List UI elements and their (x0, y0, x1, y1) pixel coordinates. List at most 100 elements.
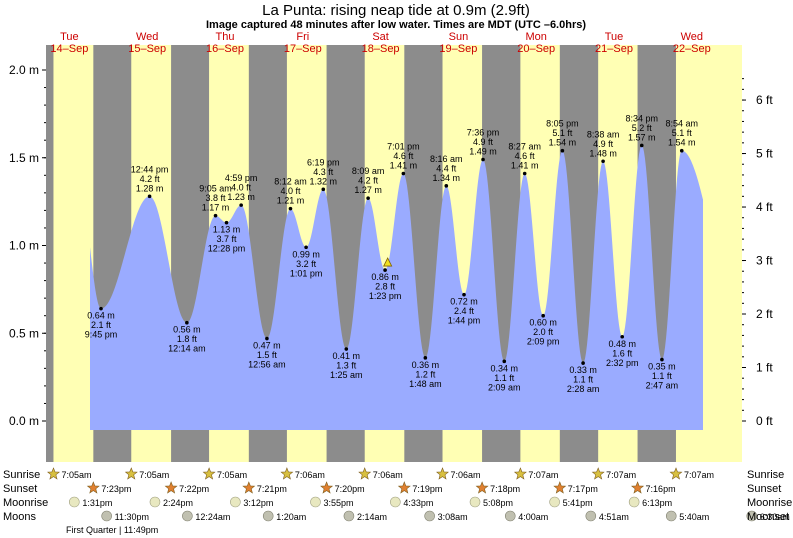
tide-m-label: 1.49 m (469, 147, 497, 157)
tide-time-label: 1:48 am (409, 379, 442, 389)
tide-point-marker (560, 148, 565, 153)
row-label-left-sunrise: Sunrise (3, 469, 40, 481)
sunset-time: 7:20pm (335, 484, 365, 494)
tide-m-label: 1.57 m (628, 132, 656, 142)
y-right-tick-label: 2 ft (756, 307, 773, 321)
day-name-label: Mon (525, 31, 546, 43)
sunrise-icon (513, 467, 527, 480)
row-label-right-sunset: Sunset (747, 483, 781, 495)
tide-time-label: 1:23 pm (369, 291, 402, 301)
tide-ft-label: 1.1 ft (652, 371, 673, 381)
moonrise-icon (149, 496, 161, 508)
moonrise-icon (469, 496, 481, 508)
tide-m-label: 1.21 m (277, 196, 305, 206)
tide-m-label: 1.28 m (136, 183, 164, 193)
y-left-tick-label: 1.5 m (9, 151, 39, 165)
tide-point-marker (304, 245, 308, 250)
day-name-label: Tue (605, 31, 624, 43)
tide-time-label: 12:28 pm (208, 244, 246, 254)
tide-time-label: 12:56 am (248, 360, 286, 370)
tide-point-marker (366, 196, 370, 200)
moonset-icon (182, 510, 193, 522)
tide-m-label: 1.34 m (433, 173, 461, 183)
y-right-tick-label: 4 ft (756, 200, 773, 214)
tide-ft-label: 1.3 ft (336, 361, 357, 371)
day-date-label: 22–Sep (673, 43, 711, 55)
tide-m-label: 0.60 m (529, 318, 557, 328)
axes: 2.0 m 1.5 m 1.0 m 0.5 m 0.0 m 6 ft 5 ft 4 ft 3 f… (9, 63, 773, 428)
tide-m-label: 0.34 m (491, 363, 519, 373)
sunrise-time: 7:06am (373, 470, 403, 480)
tide-area (90, 145, 703, 430)
tide-m-label: 0.56 m (173, 325, 201, 335)
moonrise-time: 2:24pm (163, 498, 193, 508)
tide-m-label: 1.41 m (511, 161, 539, 171)
tide-time-label: 8:09 am (352, 166, 385, 176)
tide-point-marker (185, 320, 189, 325)
moonrise-icon (390, 496, 401, 508)
sunset-icon (242, 481, 256, 494)
tide-point-marker (344, 347, 349, 351)
y-left-tick-label: 2.0 m (9, 63, 39, 77)
tide-time-label: 8:12 am (274, 177, 307, 187)
sunset-icon (164, 481, 178, 494)
tide-ft-label: 1.1 ft (494, 373, 515, 383)
current-level-marker (383, 257, 393, 267)
tide-ft-label: 4.4 ft (436, 163, 457, 173)
moonset-time: 5:40am (679, 512, 709, 522)
y-left-tick-label: 0.0 m (9, 414, 39, 428)
tide-ft-label: 3.8 ft (206, 193, 227, 203)
tide-ft-label: 3.2 ft (296, 259, 317, 269)
tide-m-label: 1.27 m (354, 185, 382, 195)
tide-ft-label: 3.7 ft (217, 234, 238, 244)
sunset-time: 7:18pm (490, 484, 520, 494)
moonset-icon (101, 510, 112, 522)
y-right-tick-label: 0 ft (756, 414, 773, 428)
tide-m-label: 1.48 m (589, 148, 617, 158)
tide-point-marker (321, 187, 326, 192)
moonset-icon (585, 510, 597, 522)
tide-m-label: 0.72 m (450, 297, 478, 307)
tide-m-label: 1.54 m (668, 138, 696, 148)
moonset-time: 2:14am (357, 512, 387, 522)
chart-subtitle: Image captured 48 minutes after low wate… (206, 19, 586, 31)
tide-ft-label: 4.6 ft (515, 151, 536, 161)
day-name-label: Fri (296, 31, 309, 43)
day-date-label: 14–Sep (50, 43, 88, 55)
sunrise-icon (47, 467, 60, 480)
tide-point-marker (679, 148, 684, 153)
moonrise-time: 1:31pm (82, 498, 112, 508)
moonrise-icon (230, 496, 241, 508)
tide-ft-label: 4.3 ft (313, 167, 334, 177)
moonrise-time: 5:41pm (563, 498, 593, 508)
tide-time-label: 8:05 pm (546, 119, 579, 129)
day-date-label: 15–Sep (128, 43, 166, 55)
sunset-icon (631, 481, 645, 494)
tide-time-label: 2:32 pm (606, 358, 639, 368)
moonset-icon (343, 510, 355, 522)
day-date-label: 16–Sep (206, 43, 244, 55)
moonrise-icon (628, 496, 640, 508)
tide-time-label: 1:44 pm (448, 316, 481, 326)
moonrise-time: 3:55pm (323, 498, 353, 508)
tide-point-marker (444, 184, 449, 188)
moonrise-icon (69, 496, 80, 508)
tide-point-marker (639, 143, 644, 148)
tide-m-label: 0.99 m (292, 249, 320, 259)
tide-time-label: 6:19 pm (307, 157, 340, 167)
tide-ft-label: 5.2 ft (632, 123, 653, 133)
day-name-label: Wed (681, 31, 703, 43)
tide-ft-label: 2.4 ft (454, 306, 475, 316)
tide-time-label: 2:28 am (567, 384, 600, 394)
moonset-time: 6:30am (760, 512, 790, 522)
moonset-time: 12:24am (195, 512, 230, 522)
tide-curve-group (90, 145, 703, 430)
sunset-time: 7:16pm (646, 484, 676, 494)
tide-m-label: 0.35 m (648, 362, 676, 372)
tide-time-label: 1:01 pm (290, 268, 323, 278)
moonset-icon (665, 510, 677, 522)
tide-ft-label: 4.2 ft (140, 174, 161, 184)
y-right-tick-label: 3 ft (756, 254, 773, 268)
sunrise-time: 7:07am (684, 470, 714, 480)
